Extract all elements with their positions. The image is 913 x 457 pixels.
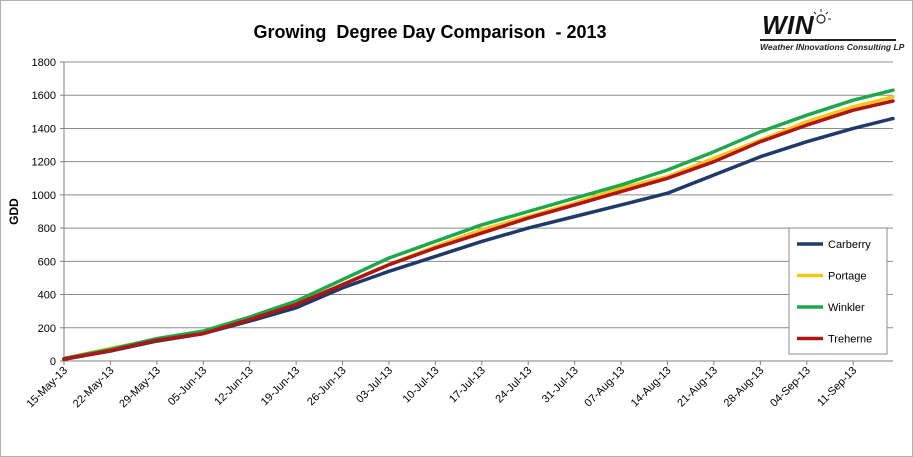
win-logo: WIN Weather INnovations Consulting LP [760, 8, 904, 52]
x-tick-label: 22-May-13 [71, 365, 117, 411]
x-tick-label: 24-Jul-13 [493, 365, 534, 406]
y-tick-label: 200 [38, 323, 56, 335]
x-tick-label: 12-Jun-13 [212, 365, 256, 409]
y-tick-label: 1600 [32, 90, 56, 102]
x-tick-label: 26-Jun-13 [305, 365, 349, 409]
y-tick-label: 1000 [32, 190, 56, 202]
legend-label-portage: Portage [828, 271, 867, 283]
legend-label-treherne: Treherne [828, 334, 872, 346]
chart-title: Growing Degree Day Comparison - 2013 [253, 22, 607, 42]
series-line-carberry [62, 116, 895, 362]
x-tick-label: 21-Aug-13 [675, 365, 720, 410]
legend-label-winkler: Winkler [828, 302, 865, 314]
x-tick-label: 17-Jul-13 [447, 365, 488, 406]
sun-icon [811, 9, 831, 24]
logo-rule [760, 39, 896, 41]
x-tick-label: 04-Sep-13 [768, 365, 813, 410]
x-tick-label: 11-Sep-13 [815, 365, 859, 409]
y-tick-label: 1200 [32, 157, 56, 169]
legend-box [788, 227, 888, 355]
legend-label-carberry: Carberry [828, 239, 871, 251]
y-tick-label: 400 [38, 290, 56, 302]
x-tick-label: 31-Jul-13 [540, 365, 581, 406]
y-axis-label: GDD [7, 198, 21, 225]
axes [60, 61, 893, 365]
x-tick-label: 28-Aug-13 [722, 365, 767, 410]
tick-labels: 0 200 400 600 800 1000 1200 1400 1600 1800 GDD 15-M… [7, 57, 859, 410]
x-tick-label: 14-Aug-13 [629, 365, 674, 410]
x-tick-label: 19-Jun-13 [259, 365, 303, 409]
series-line-treherne [62, 99, 895, 361]
x-tick-label: 07-Aug-13 [582, 365, 627, 410]
legend: Carberry Portage Winkler Treherne [788, 227, 888, 355]
series-lines [62, 88, 895, 362]
y-tick-label: 1800 [32, 57, 56, 69]
y-tick-label: 1400 [32, 123, 56, 135]
logo-tagline: Weather INnovations Consulting LP [760, 42, 905, 52]
x-tick-label: 29-May-13 [117, 365, 163, 411]
x-tick-label: 15-May-13 [24, 365, 70, 411]
series-line-winkler [62, 88, 895, 361]
x-tick-label: 05-Jun-13 [166, 365, 210, 409]
x-tick-label: 10-Jul-13 [401, 365, 442, 406]
grid-lines [64, 61, 893, 329]
y-tick-label: 600 [38, 256, 56, 268]
x-tick-label: 03-Jul-13 [354, 365, 395, 406]
y-tick-label: 800 [38, 223, 56, 235]
logo-text: WIN [762, 10, 815, 40]
y-tick-label: 0 [50, 356, 56, 368]
